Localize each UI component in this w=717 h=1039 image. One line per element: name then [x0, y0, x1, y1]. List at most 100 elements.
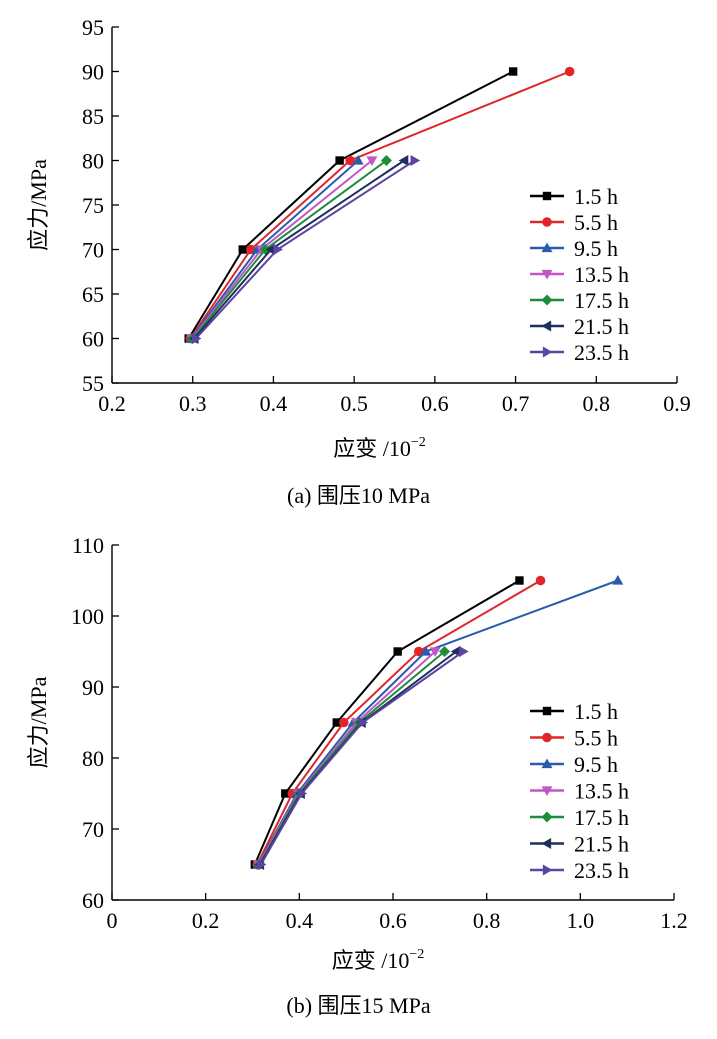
series-9-5-h: [252, 575, 624, 869]
series-line: [195, 159, 416, 340]
series-17-5-h: [254, 646, 451, 870]
legend-marker: [541, 758, 553, 769]
figure-a: 0.2 0.3 0.4 0.5 0.6 0.7 0.8 0.9 55 60 65 70 75 80 85 90…: [26, 15, 691, 508]
legend-label: 1.5 h: [574, 699, 618, 724]
series-line: [257, 579, 619, 865]
series-1-5-h: [184, 67, 518, 343]
series-line: [189, 70, 571, 340]
x-tick-label: 0.4: [260, 391, 288, 416]
data-point: [420, 646, 432, 656]
legend-marker: [541, 786, 553, 796]
legend-label: 17.5 h: [574, 805, 629, 830]
legend-label: 13.5 h: [574, 779, 629, 804]
y-tick-label: 90: [82, 60, 104, 85]
legend-marker: [541, 320, 552, 332]
series-21-5-h: [254, 646, 461, 870]
legend-marker: [541, 811, 553, 823]
legend-label: 23.5 h: [574, 340, 629, 365]
legend-label: 23.5 h: [574, 858, 629, 883]
y-tick-label: 75: [82, 193, 104, 218]
figure-b: 0 0.2 0.4 0.6 0.8 1.0 1.2 60 70 80 90 100 110 应力/MPa 应…: [0, 528, 717, 1039]
x-tick-label: 0.8: [473, 908, 501, 933]
legend-marker: [542, 706, 552, 716]
legend-marker: [542, 217, 552, 227]
data-point: [191, 333, 202, 344]
caption-b: (b) 围压15 MPa: [286, 993, 431, 1018]
series-13-5-h: [253, 647, 441, 870]
series-line: [253, 579, 520, 865]
legend-label: 17.5 h: [574, 288, 629, 313]
x-tick-label: 0.4: [286, 908, 314, 933]
y-axis-label: 应力/MPa: [26, 159, 51, 251]
legend-label: 5.5 h: [574, 210, 618, 235]
data-point: [332, 718, 341, 727]
data-point: [398, 155, 409, 166]
y-tick-label: 110: [72, 533, 104, 558]
legend-marker: [541, 838, 552, 849]
legend-label: 1.5 h: [574, 184, 618, 209]
y-tick-label: 55: [82, 371, 104, 396]
data-point: [535, 575, 546, 586]
x-tick-label: 0.6: [379, 908, 407, 933]
legend-marker: [542, 864, 553, 876]
series-21-5-h: [188, 155, 409, 344]
legend-label: 9.5 h: [574, 752, 618, 777]
x-axis-label: 应变 /10−2: [332, 947, 425, 973]
legend-marker: [542, 191, 552, 201]
legend: 1.5 h5.5 h9.5 h13.5 h17.5 h21.5 h23.5 h: [530, 699, 629, 883]
data-point: [358, 717, 369, 728]
series-line: [187, 70, 514, 340]
x-tick-label: 0.9: [663, 391, 691, 416]
data-point: [508, 67, 518, 76]
series-line: [256, 579, 542, 865]
legend-marker: [541, 294, 553, 306]
x-axis-label: 应变 /10−2: [333, 435, 426, 461]
series-23-5-h: [191, 155, 421, 344]
legend-marker: [541, 269, 553, 280]
x-tick-label: 0.5: [340, 391, 368, 416]
series-line: [260, 650, 464, 865]
data-point: [256, 859, 267, 870]
x-tick-label: 0: [107, 908, 118, 933]
y-tick-label: 85: [82, 104, 104, 129]
caption-a: (a) 围压10 MPa: [287, 483, 430, 508]
series-5-5-h: [252, 575, 546, 870]
series-line: [191, 159, 388, 340]
x-tick-label: 0.2: [98, 391, 126, 416]
y-tick-label: 95: [82, 15, 104, 40]
data-point: [335, 156, 344, 165]
data-point: [393, 647, 402, 656]
data-point: [297, 788, 308, 799]
data-point: [352, 155, 364, 165]
series-line: [259, 650, 457, 865]
x-tick-label: 0.8: [583, 391, 611, 416]
data-point: [345, 155, 355, 166]
legend-label: 21.5 h: [574, 832, 629, 857]
x-tick-label: 0.2: [192, 908, 220, 933]
chart-b: 0 0.2 0.4 0.6 0.8 1.0 1.2 60 70 80 90 100 110 应力/MPa 应…: [26, 533, 688, 973]
data-point: [410, 155, 421, 166]
data-point: [413, 646, 424, 657]
legend-label: 13.5 h: [574, 262, 629, 287]
y-tick-label: 65: [82, 282, 104, 307]
data-point: [515, 576, 524, 585]
y-axis-label: 应力/MPa: [26, 676, 51, 768]
legend: 1.5 h5.5 h9.5 h13.5 h17.5 h21.5 h23.5 h: [530, 184, 629, 365]
chart-a: 0.2 0.3 0.4 0.5 0.6 0.7 0.8 0.9 55 60 65 70 75 80 85 90…: [26, 15, 691, 461]
y-tick-label: 100: [71, 604, 104, 629]
legend-marker: [541, 242, 553, 253]
y-tick-label: 60: [82, 888, 104, 913]
data-point: [429, 647, 441, 657]
data-point: [612, 575, 624, 585]
series-5-5-h: [185, 66, 575, 344]
legend-label: 9.5 h: [574, 236, 618, 261]
series-1-5-h: [250, 576, 524, 869]
series-line: [257, 650, 436, 865]
data-point: [564, 66, 575, 77]
series-23-5-h: [256, 646, 469, 870]
y-tick-label: 70: [82, 238, 104, 263]
data-point: [281, 789, 290, 798]
legend-label: 21.5 h: [574, 314, 629, 339]
y-tick-label: 80: [82, 149, 104, 174]
data-point: [273, 244, 283, 255]
